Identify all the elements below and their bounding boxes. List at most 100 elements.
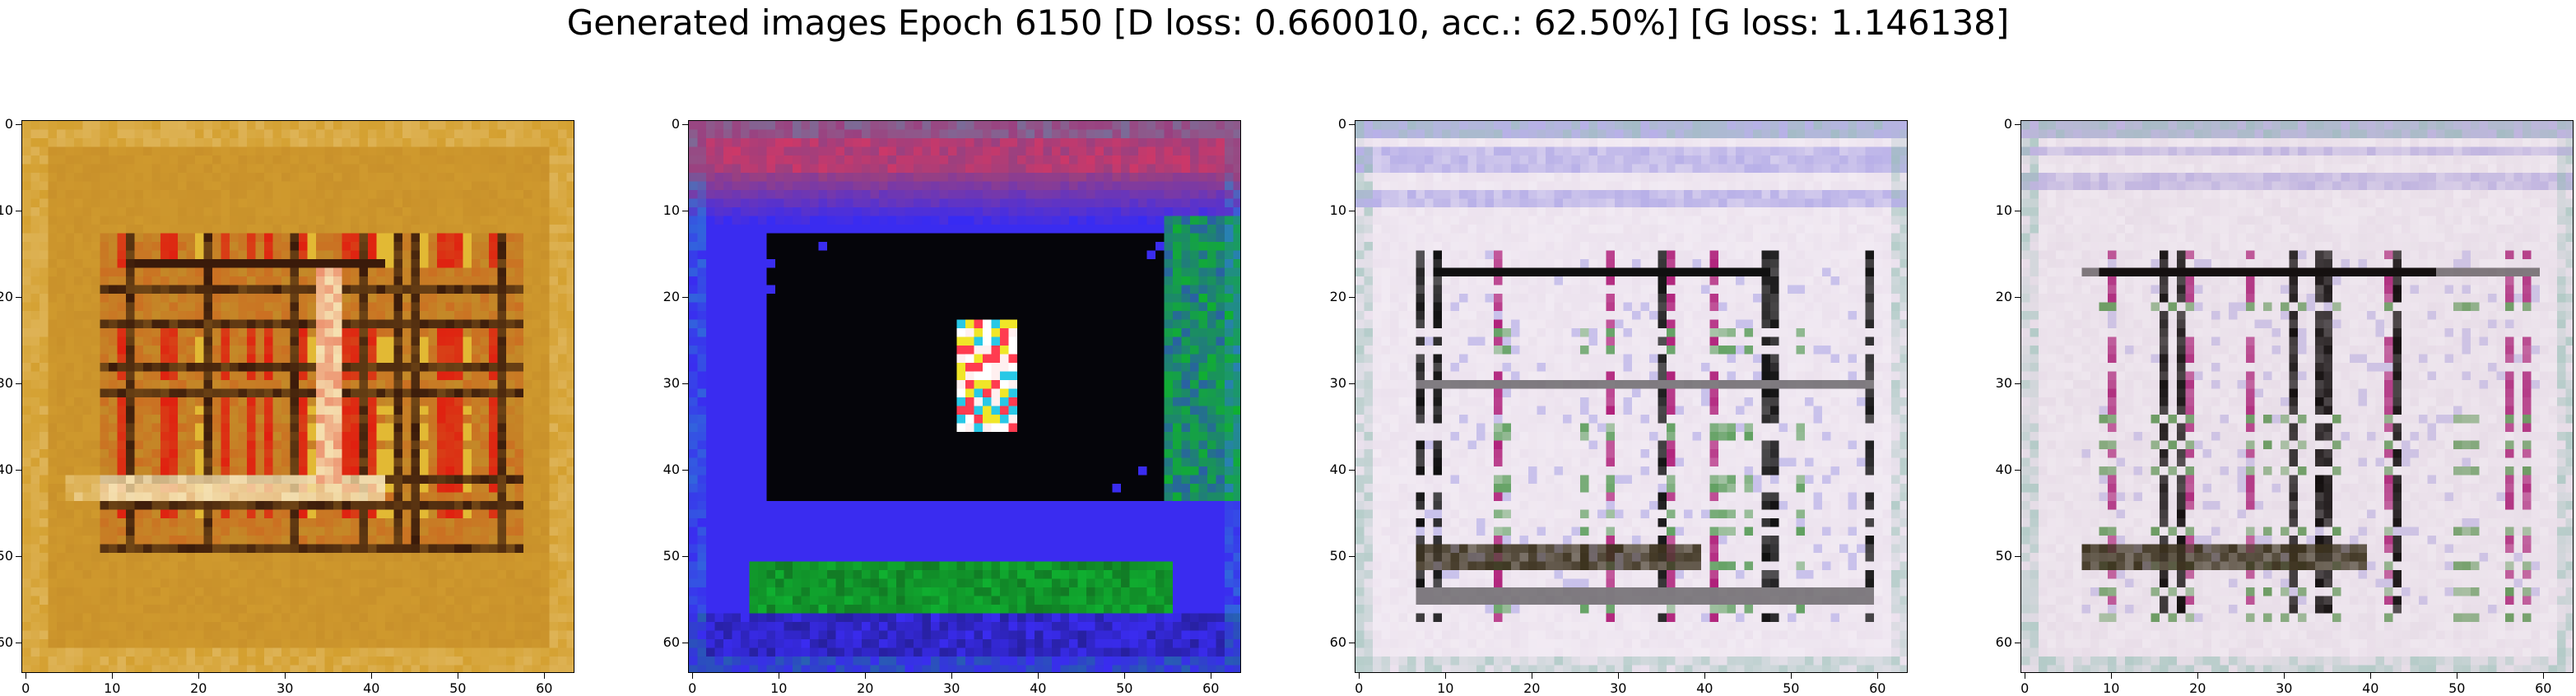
y-tick-label: 50	[632, 549, 680, 564]
generated-image-2	[689, 121, 1241, 673]
y-tick-mark	[682, 297, 688, 298]
x-tick-mark	[1877, 673, 1878, 679]
y-tick-mark	[16, 297, 21, 298]
y-tick-label: 20	[632, 290, 680, 304]
y-tick-label: 20	[1965, 290, 2012, 304]
y-tick-label: 60	[632, 635, 680, 650]
y-tick-label: 30	[1299, 376, 1346, 391]
x-tick-label: 10	[1421, 681, 1470, 696]
x-tick-label: 40	[346, 681, 396, 696]
y-tick-label: 30	[632, 376, 680, 391]
y-tick-label: 30	[0, 376, 13, 391]
generated-image-4	[2021, 121, 2574, 673]
y-tick-mark	[682, 556, 688, 557]
y-tick-label: 0	[1299, 117, 1346, 132]
x-tick-mark	[112, 673, 113, 679]
y-tick-mark	[1349, 556, 1355, 557]
x-tick-mark	[2543, 673, 2544, 679]
x-tick-mark	[1038, 673, 1039, 679]
y-tick-mark	[16, 383, 21, 384]
y-tick-mark	[682, 124, 688, 125]
x-tick-mark	[2284, 673, 2285, 679]
x-tick-label: 40	[1013, 681, 1062, 696]
x-tick-label: 50	[2432, 681, 2481, 696]
y-tick-label: 10	[632, 203, 680, 218]
x-tick-mark	[1124, 673, 1125, 679]
x-tick-mark	[1704, 673, 1705, 679]
x-tick-label: 60	[519, 681, 569, 696]
x-tick-label: 20	[1507, 681, 1556, 696]
y-tick-mark	[682, 470, 688, 471]
x-tick-label: 40	[1680, 681, 1729, 696]
y-tick-mark	[1349, 470, 1355, 471]
y-tick-label: 0	[632, 117, 680, 132]
y-tick-label: 60	[1965, 635, 2012, 650]
y-tick-label: 40	[632, 462, 680, 477]
generated-image-1	[22, 121, 574, 673]
figure-title: Generated images Epoch 6150 [D loss: 0.6…	[0, 2, 2576, 44]
x-tick-mark	[198, 673, 199, 679]
y-tick-mark	[2015, 383, 2020, 384]
y-tick-label: 50	[1965, 549, 2012, 564]
y-tick-mark	[2015, 124, 2020, 125]
x-tick-mark	[285, 673, 286, 679]
y-tick-mark	[2015, 470, 2020, 471]
y-tick-label: 20	[0, 290, 13, 304]
x-tick-label: 0	[1, 681, 50, 696]
y-tick-label: 50	[1299, 549, 1346, 564]
y-tick-mark	[16, 556, 21, 557]
x-tick-label: 20	[2173, 681, 2222, 696]
x-tick-mark	[865, 673, 866, 679]
x-tick-mark	[1359, 673, 1360, 679]
x-tick-label: 10	[87, 681, 137, 696]
x-tick-label: 30	[2259, 681, 2309, 696]
y-tick-label: 10	[1965, 203, 2012, 218]
y-tick-mark	[1349, 297, 1355, 298]
x-tick-label: 50	[1100, 681, 1149, 696]
y-tick-label: 30	[1965, 376, 2012, 391]
y-tick-label: 50	[0, 549, 13, 564]
x-tick-label: 60	[2518, 681, 2568, 696]
x-tick-mark	[2197, 673, 2198, 679]
y-tick-label: 40	[1299, 462, 1346, 477]
generated-image-3	[1355, 121, 1908, 673]
x-tick-label: 20	[174, 681, 223, 696]
image-frame	[688, 120, 1241, 673]
y-tick-label: 60	[0, 635, 13, 650]
x-tick-label: 30	[260, 681, 309, 696]
image-frame	[2020, 120, 2574, 673]
y-tick-mark	[682, 383, 688, 384]
y-tick-mark	[16, 124, 21, 125]
x-tick-mark	[2111, 673, 2112, 679]
x-tick-label: 30	[1593, 681, 1643, 696]
y-tick-label: 40	[1965, 462, 2012, 477]
x-tick-label: 0	[2000, 681, 2049, 696]
y-tick-mark	[16, 470, 21, 471]
x-tick-label: 60	[1186, 681, 1235, 696]
x-tick-mark	[1445, 673, 1446, 679]
x-tick-mark	[2370, 673, 2371, 679]
y-tick-label: 60	[1299, 635, 1346, 650]
y-tick-mark	[1349, 383, 1355, 384]
y-tick-label: 10	[0, 203, 13, 218]
x-tick-label: 0	[1334, 681, 1383, 696]
x-tick-label: 30	[927, 681, 976, 696]
y-tick-mark	[2015, 297, 2020, 298]
x-tick-label: 20	[840, 681, 890, 696]
y-tick-mark	[2015, 556, 2020, 557]
x-tick-label: 50	[433, 681, 482, 696]
x-tick-mark	[692, 673, 693, 679]
y-tick-label: 0	[0, 117, 13, 132]
x-tick-mark	[1618, 673, 1619, 679]
y-tick-label: 20	[1299, 290, 1346, 304]
image-frame	[1355, 120, 1908, 673]
x-tick-mark	[371, 673, 372, 679]
x-tick-mark	[544, 673, 545, 679]
image-frame	[21, 120, 574, 673]
x-tick-label: 60	[1853, 681, 1902, 696]
x-tick-label: 50	[1766, 681, 1816, 696]
